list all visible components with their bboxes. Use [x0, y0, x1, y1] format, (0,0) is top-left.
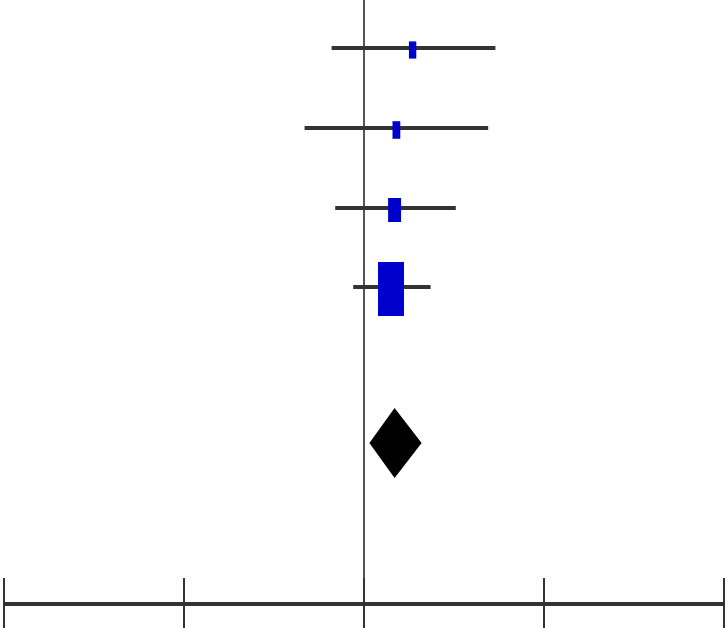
study-row — [353, 262, 431, 316]
study-row — [331, 41, 496, 59]
pooled-estimate — [369, 408, 422, 478]
study-row — [335, 198, 456, 222]
study-point-estimate — [388, 198, 402, 222]
study-point-estimate — [392, 121, 401, 139]
study-row — [304, 121, 489, 139]
x-axis — [3, 578, 725, 628]
study-point-estimate — [408, 41, 417, 59]
study-point-estimate — [378, 262, 404, 316]
study-rows — [304, 41, 496, 316]
pooled-estimate-diamond — [369, 408, 422, 478]
